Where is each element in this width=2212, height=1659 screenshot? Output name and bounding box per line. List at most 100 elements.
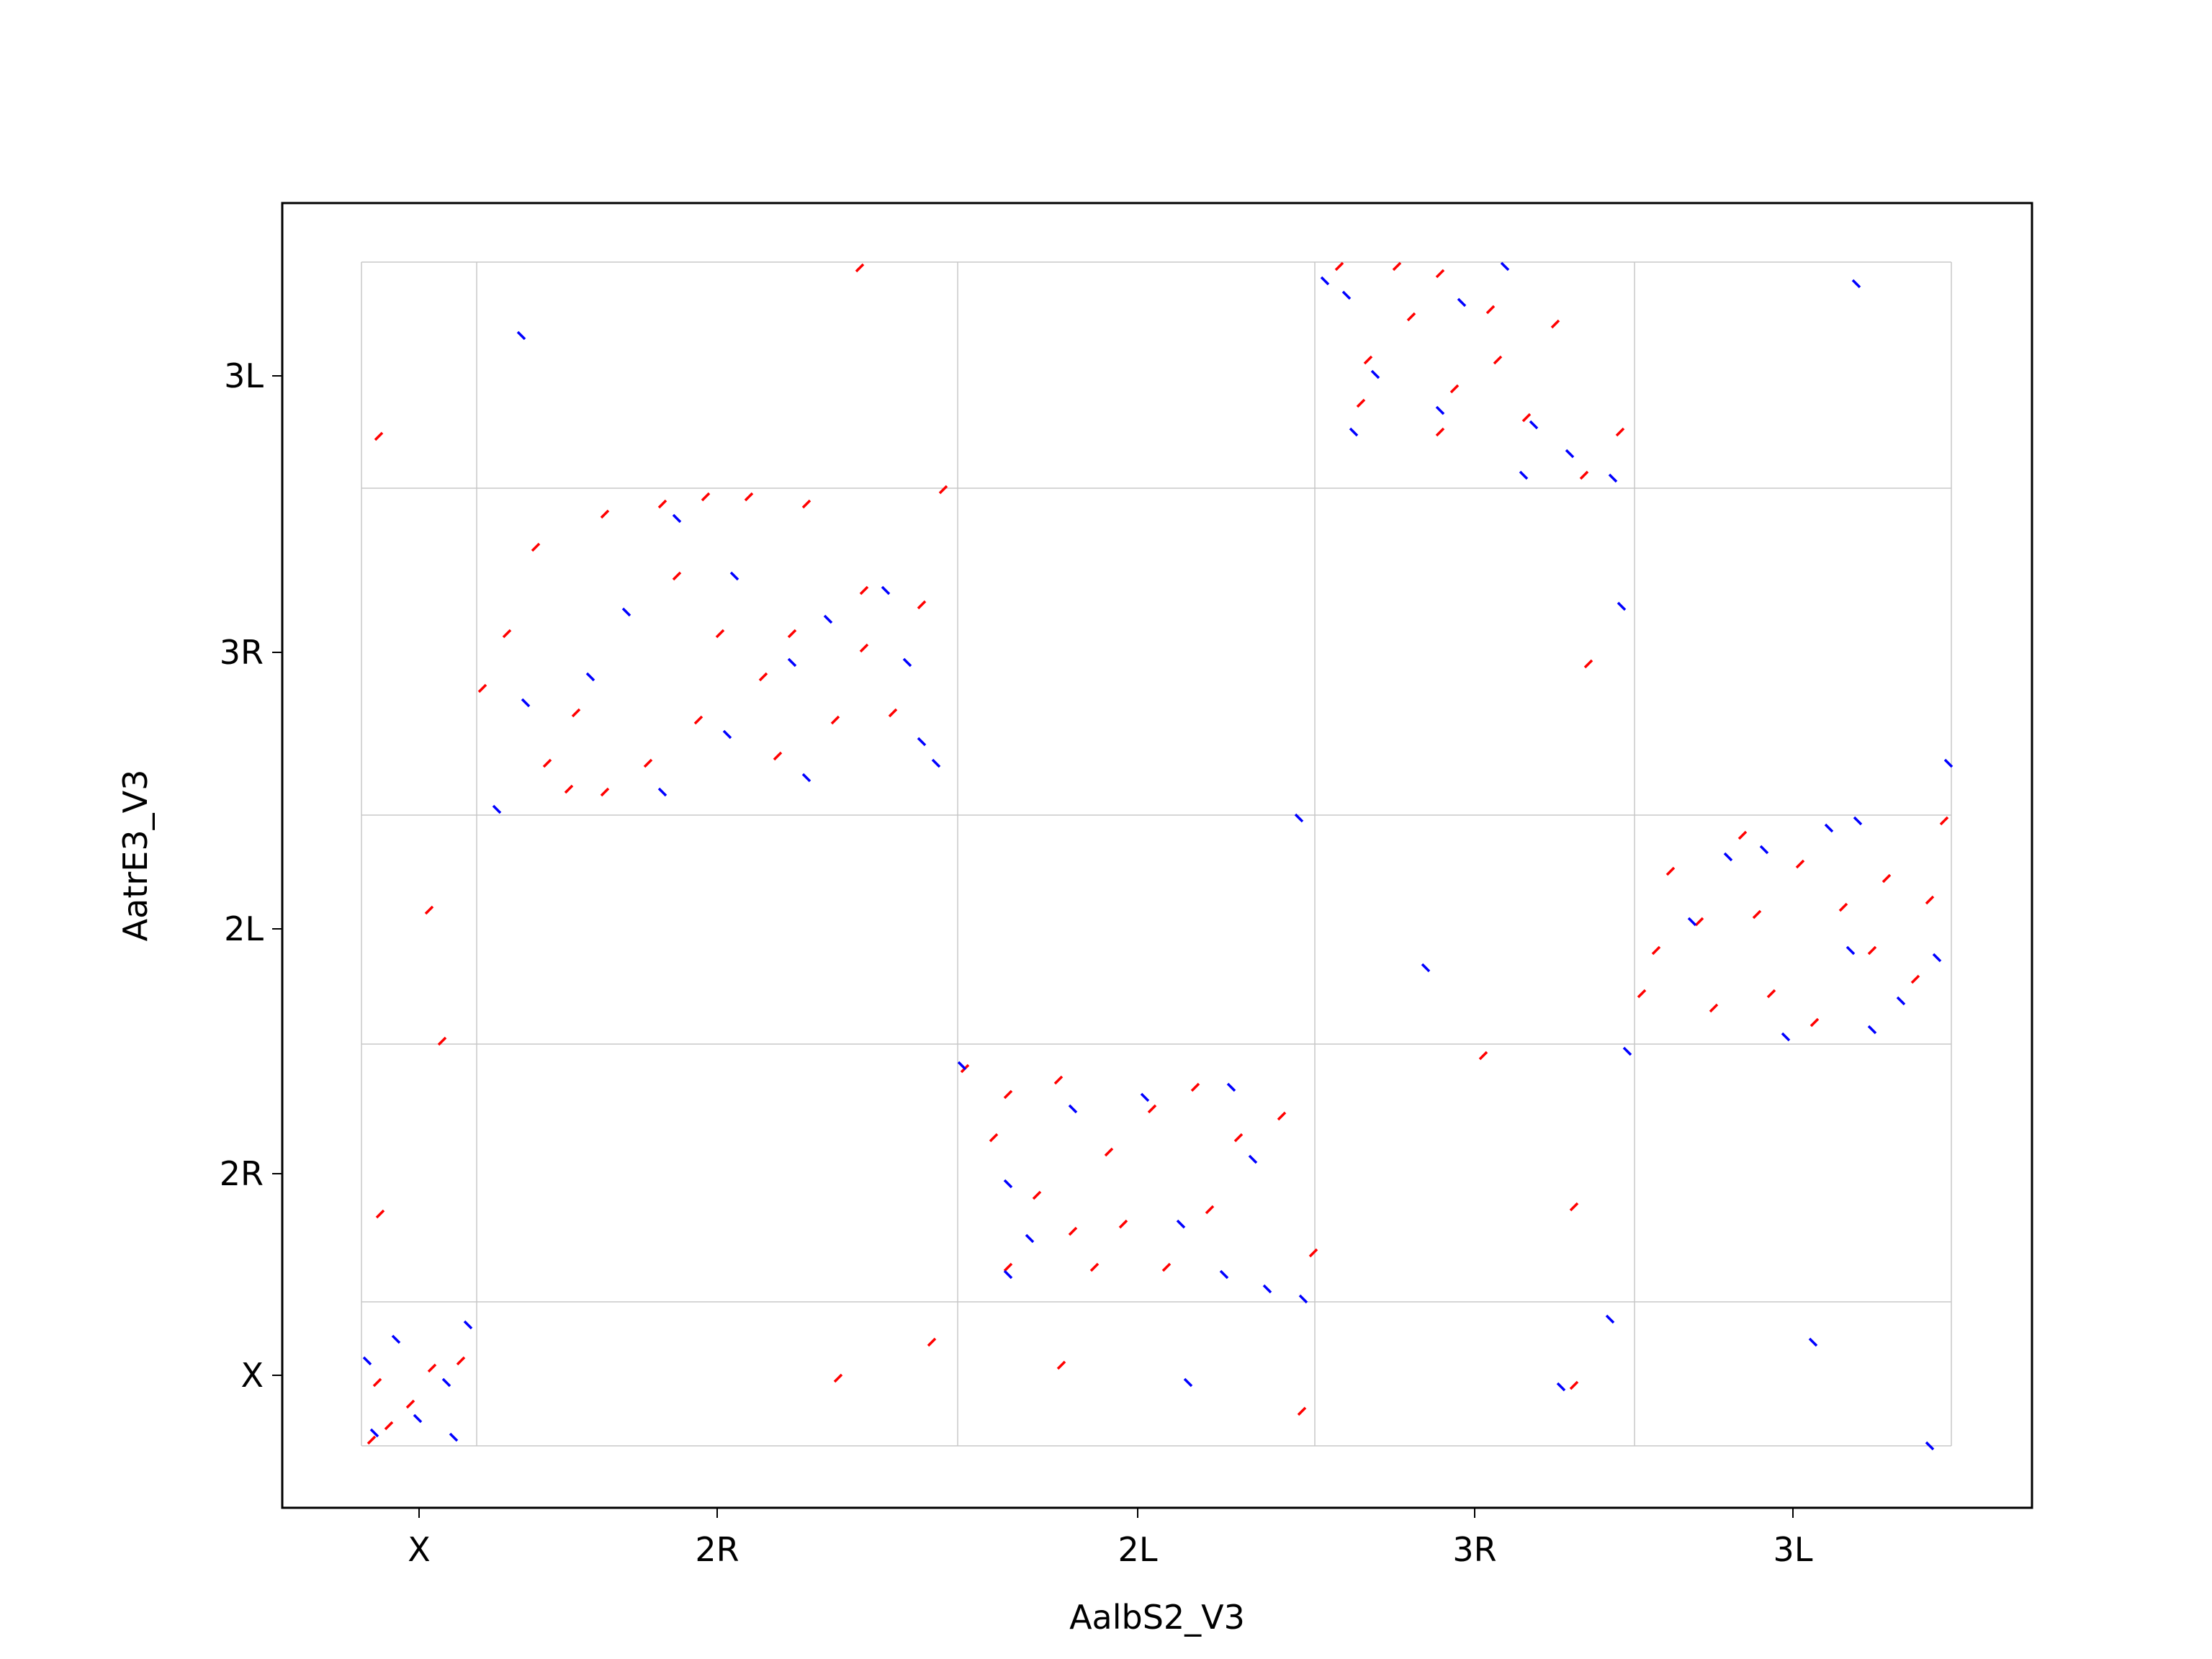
dot <box>672 571 682 581</box>
dot <box>1759 845 1769 855</box>
dot <box>362 1356 372 1366</box>
dot <box>477 683 487 693</box>
dot <box>1766 989 1776 999</box>
dot <box>1694 917 1704 927</box>
dot <box>1939 816 1949 826</box>
dot <box>931 758 941 768</box>
dot <box>830 715 840 725</box>
dot <box>1349 427 1359 437</box>
dot <box>801 773 811 783</box>
dot <box>391 1334 401 1344</box>
y-tick-label: 3L <box>224 356 264 395</box>
dot <box>1334 261 1344 271</box>
dot <box>927 1337 937 1347</box>
dot <box>516 331 526 341</box>
dot <box>1068 1226 1078 1236</box>
dot <box>1651 945 1661 956</box>
x-axis-label: AalbS2_V3 <box>1069 1598 1245 1637</box>
y-tick-label: 2R <box>220 1154 264 1193</box>
x-tick-label: 3L <box>1773 1530 1813 1569</box>
dot <box>375 1209 385 1219</box>
dot <box>502 629 512 639</box>
dot <box>384 1421 394 1431</box>
dot <box>1003 1269 1013 1280</box>
dot <box>1637 989 1647 999</box>
dot <box>437 1036 447 1046</box>
dot <box>463 1320 473 1330</box>
dot <box>1925 1441 1935 1451</box>
dot <box>1140 1092 1150 1102</box>
dot <box>1795 859 1805 869</box>
dot <box>531 542 541 552</box>
dot <box>957 1061 967 1071</box>
dot <box>1183 1377 1193 1388</box>
dot <box>657 499 667 509</box>
dot <box>372 1377 382 1388</box>
dot <box>1845 945 1856 956</box>
dot <box>722 729 732 739</box>
dot <box>787 629 797 639</box>
dot <box>1370 369 1380 379</box>
dot <box>1622 1046 1632 1056</box>
dot <box>441 1377 451 1388</box>
dot <box>902 657 912 667</box>
dot <box>1665 866 1676 876</box>
dot <box>492 804 502 814</box>
dot <box>1003 1089 1013 1100</box>
dot <box>1068 1104 1078 1114</box>
dot <box>1781 1032 1791 1042</box>
dot <box>1808 1337 1818 1347</box>
dot <box>1219 1269 1229 1280</box>
x-tick-label: X <box>408 1530 431 1569</box>
dot <box>1838 902 1848 912</box>
dot <box>859 585 869 595</box>
dot <box>1226 1082 1236 1092</box>
dot <box>1089 1262 1100 1272</box>
x-tick-label: 2R <box>695 1530 739 1569</box>
dot <box>600 787 610 797</box>
dot <box>456 1356 466 1366</box>
dot <box>1478 1051 1488 1061</box>
dot <box>1161 1262 1172 1272</box>
dot <box>989 1133 999 1143</box>
dot <box>855 263 865 273</box>
dot <box>1104 1147 1114 1157</box>
dot <box>1056 1360 1066 1370</box>
dot <box>374 431 384 441</box>
dot <box>1579 470 1589 480</box>
dot <box>1500 261 1510 271</box>
dot <box>1277 1111 1287 1121</box>
dot <box>1298 1294 1308 1304</box>
dot <box>917 600 927 610</box>
dot <box>1356 398 1366 408</box>
dot <box>1118 1219 1128 1229</box>
dot <box>585 672 595 682</box>
dot <box>729 571 739 581</box>
dot <box>1529 420 1539 430</box>
y-tick-label: 2L <box>224 909 264 948</box>
dot <box>917 737 927 747</box>
dot <box>1147 1104 1157 1114</box>
dot <box>564 784 574 794</box>
dot <box>1550 319 1560 329</box>
y-tick-label: 3R <box>220 633 264 672</box>
dot <box>888 708 898 718</box>
dot <box>1449 384 1460 394</box>
dot <box>424 905 434 915</box>
dot <box>1824 823 1834 833</box>
dot <box>1687 917 1697 927</box>
dot <box>1867 1025 1877 1035</box>
dot <box>1867 945 1877 956</box>
dot <box>773 751 783 761</box>
dot <box>1583 659 1593 669</box>
dot <box>1341 290 1352 300</box>
dot <box>600 509 610 519</box>
dot <box>621 607 631 617</box>
dot <box>881 585 891 595</box>
dot <box>1363 355 1373 365</box>
x-tick-label: 2L <box>1118 1530 1158 1569</box>
dot <box>1569 1380 1579 1390</box>
x-tick-label: 3R <box>1452 1530 1496 1569</box>
